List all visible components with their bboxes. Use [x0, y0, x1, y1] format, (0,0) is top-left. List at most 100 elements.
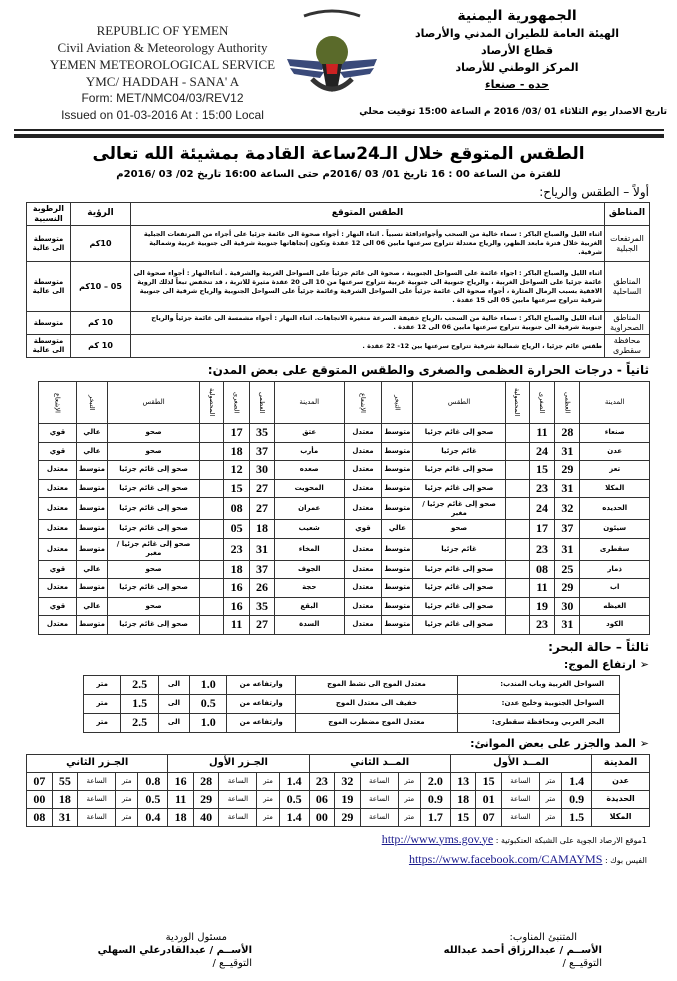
- height-max: 1.5: [120, 693, 159, 714]
- crop-value: [504, 578, 530, 598]
- time-value: 08: [26, 807, 53, 827]
- website-label: 1موقع الارصاد الجوية على الشبكة العنكبوت…: [495, 835, 647, 845]
- region-row: المناطق الساحلية اثناء الليل والصباح البا…: [26, 261, 650, 312]
- radiation-value: قوي: [38, 596, 77, 616]
- tide-height: 1.4: [278, 771, 310, 791]
- city-row: عدن 31 24 غائم جزئيا متوسط معتدل مأرب 37 18 صحو عا…: [38, 441, 650, 461]
- min-temp: 17: [223, 423, 251, 443]
- crop-value: [504, 441, 530, 461]
- radiation-value: معتدل: [38, 478, 77, 498]
- time-value: 23: [308, 771, 336, 791]
- crop-value: [504, 537, 530, 561]
- height-min: 1.0: [188, 674, 228, 695]
- radiation-value: معتدل: [343, 423, 383, 443]
- col-header: التبخر: [75, 381, 108, 424]
- wave-state: معتدل الموج الى نشط الموج: [294, 674, 458, 695]
- visibility-value: 10 كم: [70, 311, 131, 335]
- col-header: الإشعاع: [38, 381, 77, 424]
- forecast-period: للفترة من الساعة 00 : 16 تاريخ 01/ 03 /2…: [116, 169, 561, 180]
- hour-label: الساعة: [77, 789, 117, 809]
- time-value: 01: [475, 789, 502, 809]
- shift-name: الأســم / عبدالقادرعلي السهلي: [97, 944, 252, 956]
- tide-col-header: المــد الأول: [449, 753, 593, 773]
- tide-height: 0.4: [137, 807, 169, 827]
- time-value: 28: [192, 771, 220, 791]
- shift-title: مسئول الوردية: [165, 931, 227, 943]
- time-value: 13: [449, 771, 477, 791]
- col-humidity: الرطوبة النسبية: [26, 202, 71, 226]
- tide-height: 1.7: [419, 807, 451, 827]
- sea-area: السواحل الجنوبية وخليج عدن:: [456, 693, 621, 714]
- weather-text: صحو إلى غائم جزئيا: [106, 519, 201, 539]
- issued-ar: تاريخ الاصدار يوم الثلاثاء 01 /03/ 2016 …: [359, 107, 667, 117]
- page-title: الطقس المتوقع خلال الـ24ساعة القادمة بمش…: [92, 144, 585, 164]
- time-value: 32: [334, 771, 361, 791]
- weather-text: صحو إلى غائم جزئيا: [106, 478, 201, 498]
- min-temp: 24: [528, 497, 556, 520]
- min-temp: 18: [223, 559, 251, 579]
- city-name: اب: [579, 578, 650, 598]
- weather-text: صحو إلى غائم جزئيا: [412, 423, 506, 443]
- city-name: شعيب: [273, 519, 345, 539]
- crop-value: [504, 478, 530, 498]
- wave-row: السواحل الغربية وباب المندب: معتدل الموج …: [82, 674, 621, 695]
- form-number: Form: MET/NMC04/03/REV12: [81, 91, 244, 105]
- tide-col-header: المدينة: [591, 753, 650, 773]
- min-temp: 15: [528, 460, 556, 480]
- logo: [282, 4, 382, 104]
- hour-label: الساعة: [77, 771, 117, 791]
- crop-value: [199, 578, 225, 598]
- evaporation-value: عالي: [75, 559, 108, 579]
- visibility-value: 10كم: [70, 225, 131, 262]
- evaporation-value: متوسط: [381, 596, 414, 616]
- city-row: اب 29 11 صحو إلى غائم جزئيا متوسط معتدل حجة 26 1…: [38, 578, 650, 598]
- col-visibility: الرؤية: [70, 202, 131, 226]
- city-name: سقطرى: [579, 537, 650, 561]
- visibility-value: 10 كم: [70, 334, 131, 358]
- time-value: 11: [167, 789, 194, 809]
- crop-value: [199, 615, 225, 635]
- max-temp: 37: [554, 519, 581, 539]
- max-temp: 30: [554, 596, 581, 616]
- city-name: المكلا: [579, 478, 650, 498]
- facebook-link[interactable]: https://www.facebook.com/CAMAYMS: [408, 851, 603, 866]
- height-min: 0.5: [188, 693, 228, 714]
- max-temp: 35: [249, 423, 275, 443]
- hour-label: الساعة: [218, 771, 258, 791]
- city-row: سيئون 37 17 صحو عالي قوي شعيب 18 05 صحو إلى غائم …: [38, 519, 650, 539]
- weather-text: غائم جزئيا: [412, 441, 506, 461]
- evaporation-value: متوسط: [381, 423, 414, 443]
- city-name: المخاء: [273, 537, 345, 561]
- wave-row: البحر العربي ومحافظة سقطرى: معتدل الموج م…: [82, 712, 621, 733]
- col-header: العظمى: [554, 381, 581, 424]
- col-region: المناطق: [604, 202, 650, 226]
- min-temp: 24: [528, 441, 556, 461]
- crop-value: [504, 497, 530, 520]
- time-value: 15: [449, 807, 477, 827]
- region-name: المناطق الساحلية: [604, 261, 650, 312]
- weather-text: صحو إلى غائم جزئيا: [106, 578, 201, 598]
- city-name: البقع: [273, 596, 345, 616]
- crop-value: [504, 460, 530, 480]
- min-temp: 19: [528, 596, 556, 616]
- hour-label: الساعة: [359, 807, 399, 827]
- crop-value: [504, 596, 530, 616]
- unit-label: متر: [256, 771, 280, 791]
- col-header: المحصولية: [504, 381, 530, 424]
- radiation-value: معتدل: [343, 441, 383, 461]
- tide-height: 0.8: [137, 771, 169, 791]
- tide-height: 0.5: [137, 789, 169, 809]
- evaporation-value: متوسط: [75, 497, 108, 520]
- time-value: 15: [475, 771, 502, 791]
- col-header: المدينة: [579, 381, 650, 424]
- radiation-value: معتدل: [343, 578, 383, 598]
- unit-label: متر: [538, 807, 563, 827]
- website-link[interactable]: http://www.yms.gov.ye: [381, 831, 494, 846]
- unit-label: متر: [115, 789, 139, 809]
- height-from-label: وارتفاعه من: [226, 693, 296, 714]
- crop-value: [199, 423, 225, 443]
- weather-text: صحو: [106, 441, 201, 461]
- city-row: المكلا 31 23 صحو إلى غائم جزئيا متوسط معتدل ال…: [38, 478, 650, 498]
- max-temp: 26: [249, 578, 275, 598]
- height-max: 2.5: [120, 674, 159, 695]
